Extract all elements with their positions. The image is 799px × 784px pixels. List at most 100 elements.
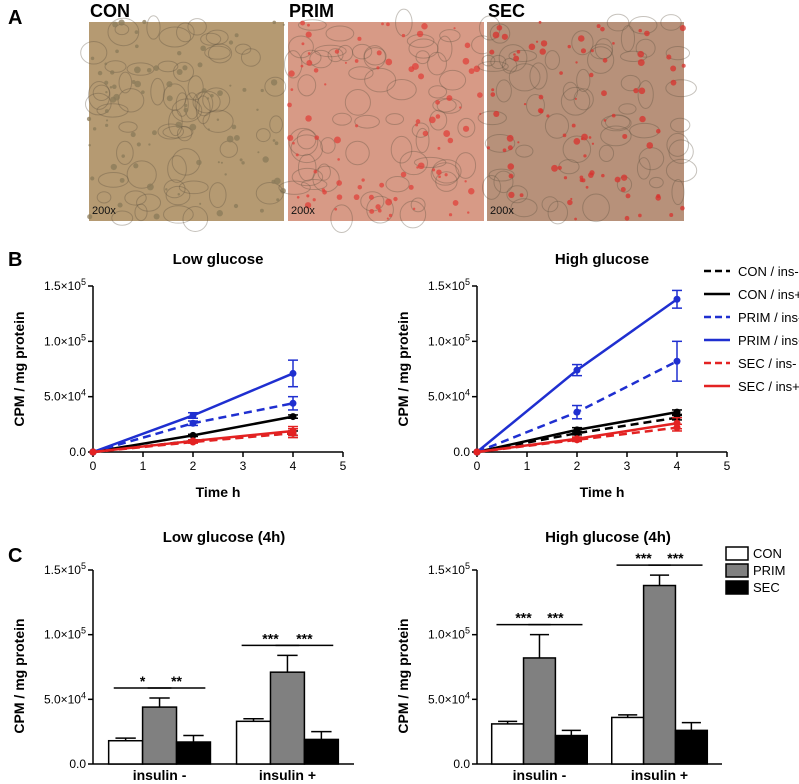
bar-chart-0-significance-label: * — [140, 673, 146, 689]
lipid-droplet — [112, 21, 118, 28]
lipid-droplet — [502, 148, 507, 153]
lipid-droplet — [435, 100, 440, 105]
cell-outline — [560, 86, 591, 116]
lipid-droplet — [234, 33, 239, 38]
lipid-droplet — [306, 194, 310, 198]
lipid-droplet — [119, 177, 125, 183]
bar-chart-0-ytick-label: 0.0 — [69, 757, 86, 771]
lipid-droplet — [216, 210, 223, 217]
lipid-droplet — [493, 110, 500, 117]
micrograph-sec-magnification: 200x — [490, 205, 514, 217]
cell-outline — [495, 79, 512, 103]
lipid-droplet — [336, 194, 343, 200]
line-chart-0-data-point — [189, 411, 197, 419]
cell-outline — [665, 45, 691, 61]
cell-outline — [107, 17, 140, 47]
lipid-droplet — [670, 79, 677, 86]
cell-outline — [544, 113, 570, 139]
lipid-droplet — [369, 208, 375, 214]
lipid-droplet — [591, 142, 595, 145]
lipid-droplet — [603, 119, 607, 122]
cell-outline — [111, 210, 134, 226]
lipid-droplet — [87, 214, 93, 220]
lipid-droplet — [537, 107, 544, 114]
lipid-droplet — [546, 114, 550, 118]
line-chart-1-xtick-label: 0 — [474, 459, 481, 473]
legend-c-label: SEC — [753, 580, 780, 595]
lipid-droplet — [681, 63, 686, 68]
lipid-droplet — [368, 194, 374, 200]
lipid-droplet — [670, 65, 677, 72]
lipid-droplet — [435, 114, 441, 119]
cell-outline — [118, 71, 133, 94]
line-chart-1-ytick-label: 5.0×104 — [428, 388, 470, 404]
cell-outline — [187, 75, 204, 101]
lipid-droplet — [301, 42, 305, 46]
lipid-droplet — [621, 174, 628, 181]
line-chart-0-ytick-label: 1.5×105 — [44, 277, 86, 293]
cell-outline — [439, 69, 467, 91]
lipid-droplet — [239, 158, 243, 162]
cell-outline — [309, 49, 333, 69]
line-chart-0-ytick-label: 0.0 — [69, 445, 86, 459]
lipid-droplet — [307, 23, 310, 27]
chart-high-glucose-title: High glucose — [555, 251, 649, 268]
bar-chart-0-bar — [175, 741, 212, 765]
cell-outline — [526, 94, 545, 117]
cell-outline — [235, 43, 252, 55]
lipid-droplet — [90, 56, 95, 61]
lipid-droplet — [259, 208, 264, 213]
bar-chart-0-bar — [141, 706, 178, 765]
lipid-droplet — [496, 24, 503, 31]
cell-outline — [363, 45, 386, 70]
cell-outline — [97, 171, 129, 188]
lipid-droplet — [535, 40, 539, 43]
lipid-droplet — [105, 90, 108, 94]
cell-outline — [332, 112, 352, 126]
cell-outline — [84, 92, 112, 116]
lipid-droplet — [580, 137, 584, 141]
cell-outline — [165, 185, 191, 206]
chart-low-glucose-4h-title: Low glucose (4h) — [163, 529, 286, 546]
cell-outline — [415, 50, 430, 65]
line-chart-0-xtick-label: 5 — [340, 459, 347, 473]
lipid-droplet — [507, 163, 515, 170]
lipid-droplet — [385, 198, 393, 206]
cell-outline — [96, 103, 129, 118]
lipid-droplet — [113, 93, 120, 101]
cell-outline — [582, 193, 610, 223]
bar-chart-1-bar — [642, 584, 677, 765]
lipid-droplet — [260, 88, 264, 93]
cell-outline — [541, 196, 559, 213]
lipid-droplet — [292, 141, 295, 145]
lipid-droplet — [135, 44, 139, 49]
lipid-droplet — [506, 134, 514, 142]
lipid-droplet — [408, 184, 414, 190]
micrograph-sec — [487, 22, 684, 221]
cell-outline — [297, 153, 317, 182]
cell-outline — [573, 88, 594, 111]
lipid-droplet — [467, 211, 470, 214]
lipid-droplet — [464, 180, 467, 183]
lipid-droplet — [538, 94, 544, 100]
cell-outline — [297, 19, 327, 31]
line-chart-1-xtick-label: 5 — [724, 459, 731, 473]
cell-outline — [146, 15, 161, 40]
bar-chart-0-bar — [303, 738, 340, 765]
cell-outline — [428, 85, 448, 99]
line-chart-1-xtick-label: 2 — [574, 459, 581, 473]
cell-outline — [601, 114, 632, 132]
cell-outline — [297, 74, 317, 97]
cell-outline — [619, 50, 648, 63]
lipid-droplet — [336, 180, 343, 186]
cell-outline — [489, 23, 511, 44]
lipid-droplet — [501, 33, 508, 40]
lipid-droplet — [142, 19, 147, 25]
lipid-droplet — [282, 23, 285, 26]
lipid-droplet — [646, 142, 654, 149]
lipid-droplet — [490, 92, 496, 97]
lipid-droplet — [459, 106, 462, 109]
line-chart-0-data-point — [289, 427, 297, 435]
cell-outline — [484, 134, 516, 153]
lipid-droplet — [462, 125, 470, 132]
